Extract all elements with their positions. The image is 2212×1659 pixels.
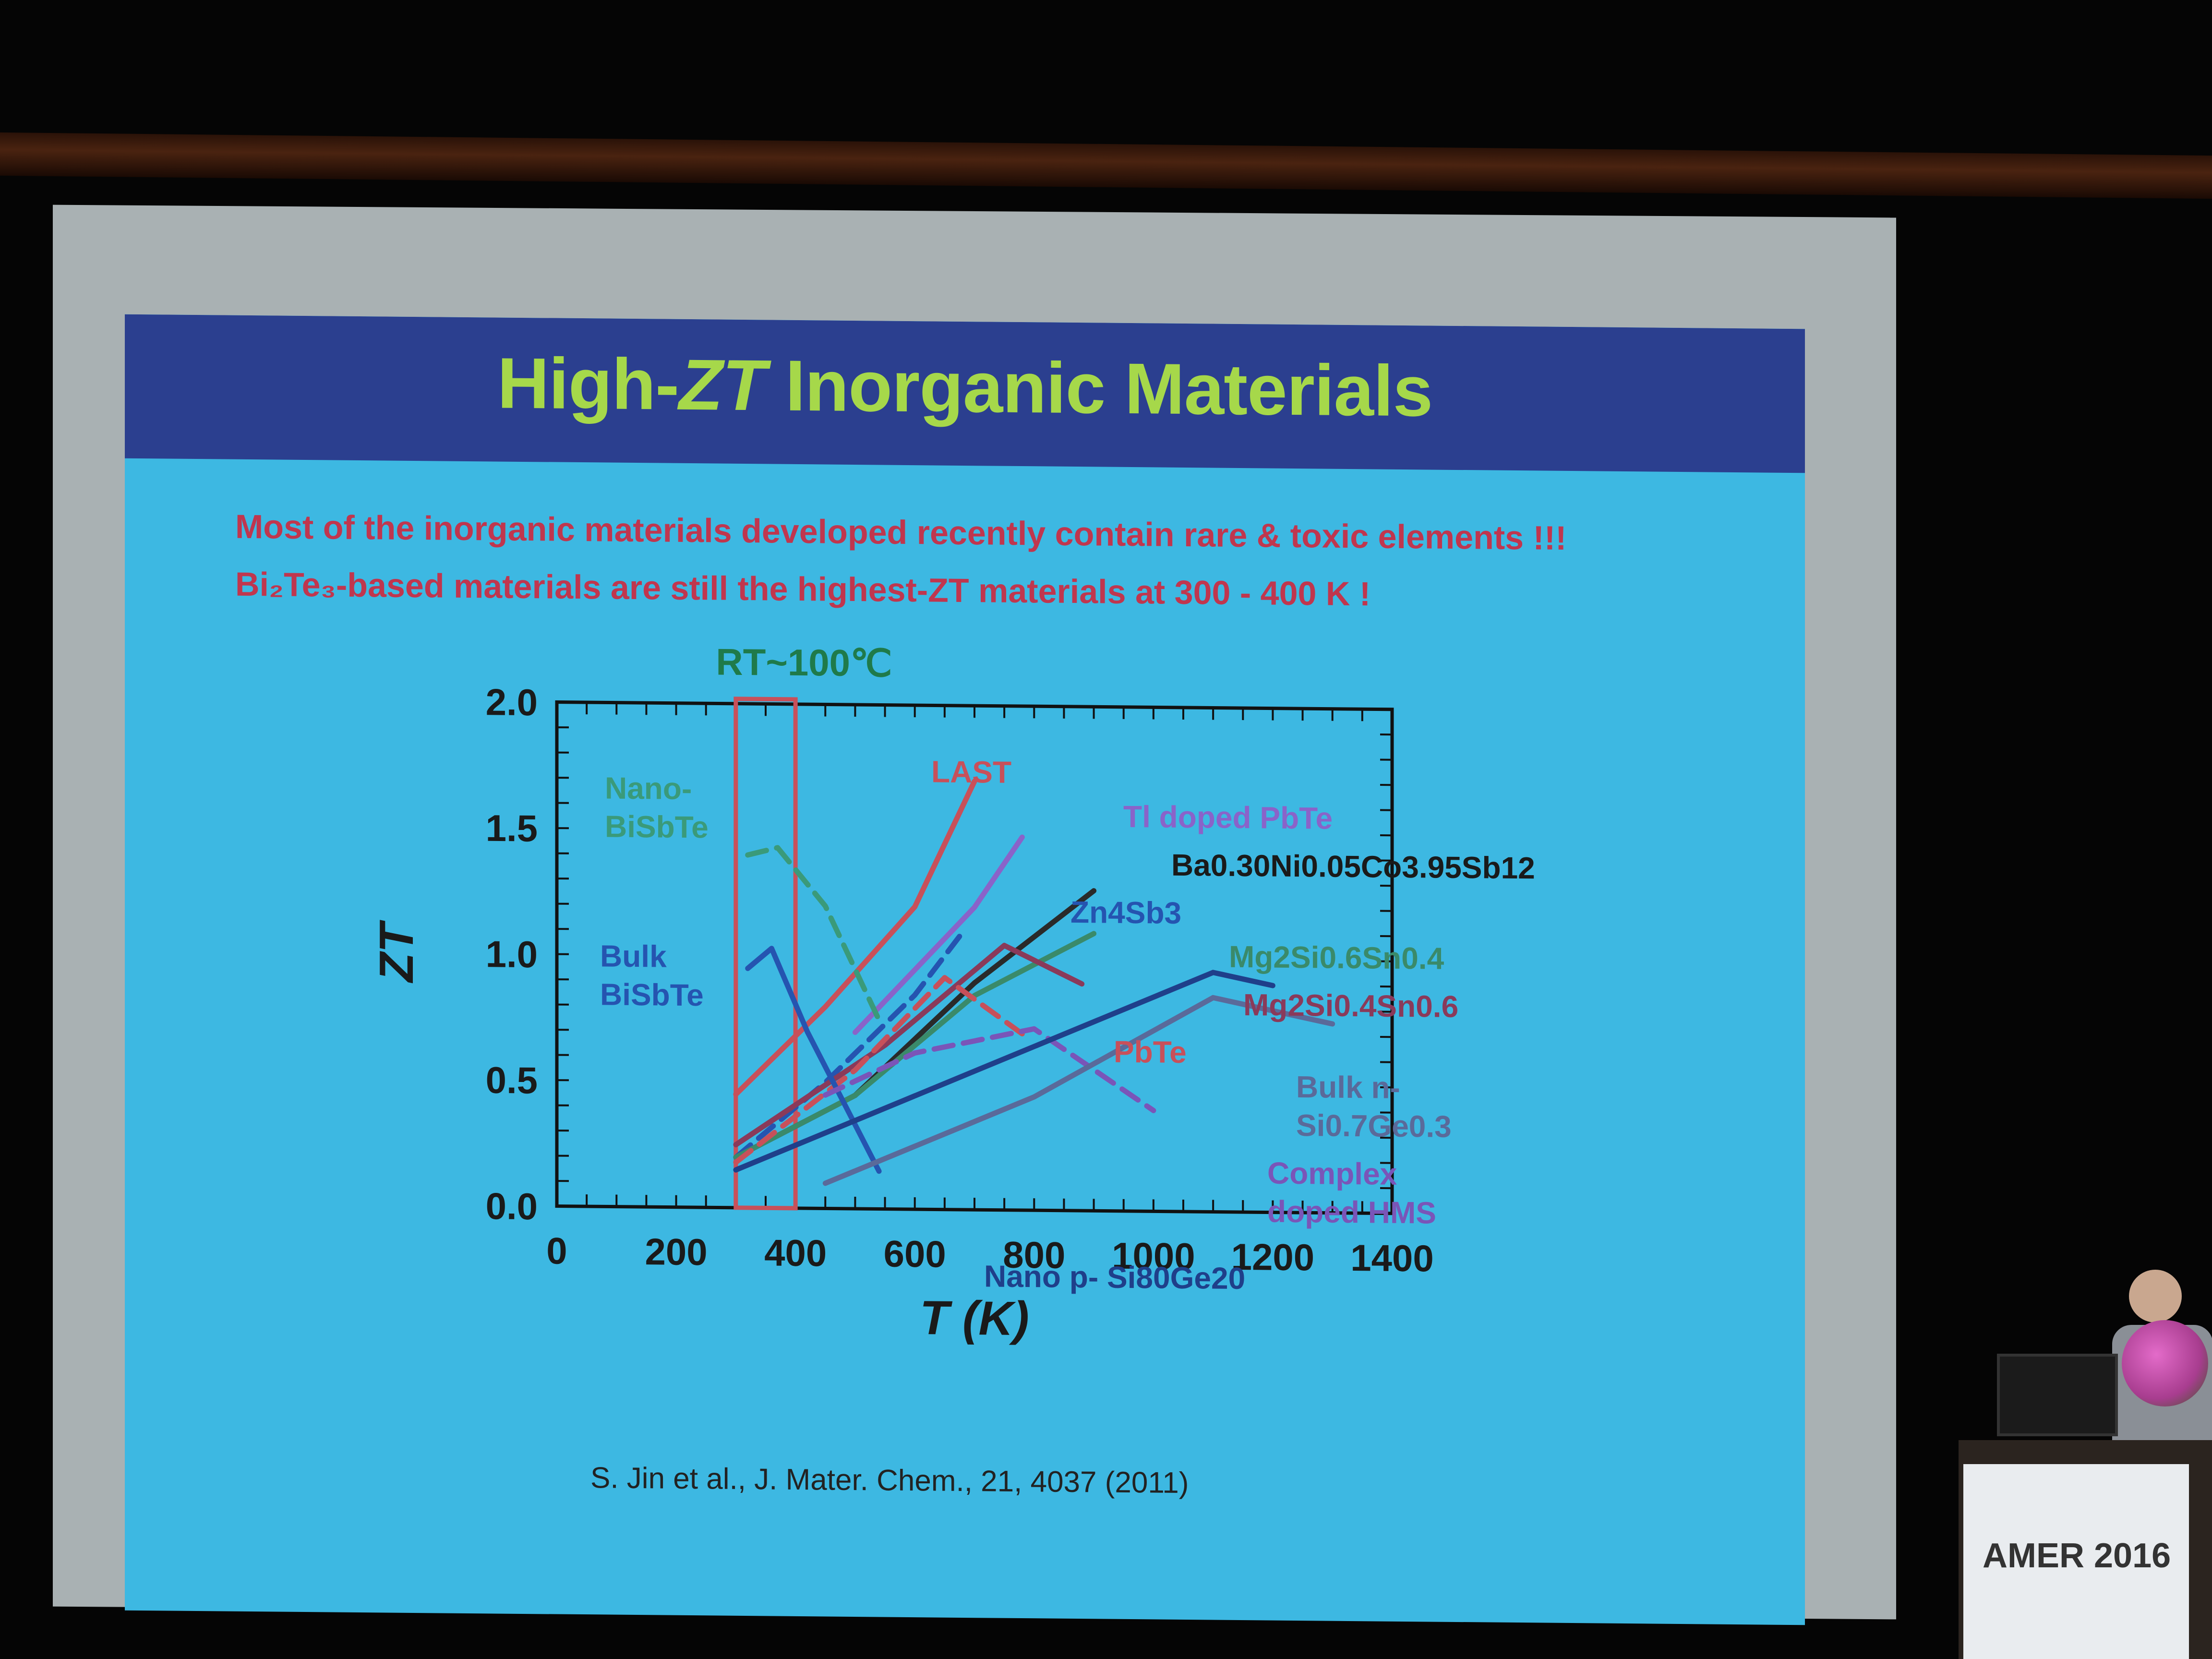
x-tick-label: 1400 xyxy=(1350,1237,1434,1280)
series-annotation: Bulk n- xyxy=(1296,1070,1400,1105)
y-tick-label: 1.5 xyxy=(486,807,538,850)
slide-line-2: Bi₂Te₃-based materials are still the hig… xyxy=(235,565,1371,613)
series-line xyxy=(733,929,965,1160)
y-axis-label: ZT xyxy=(370,919,423,984)
series-annotation: BiSbTe xyxy=(600,977,704,1012)
x-tick-label: 1200 xyxy=(1231,1236,1315,1279)
slide: High-ZT Inorganic Materials Most of the … xyxy=(125,314,1805,1625)
series-annotation: Nano- xyxy=(605,770,692,806)
x-tick-label: 400 xyxy=(764,1231,827,1274)
series-annotation: doped HMS xyxy=(1267,1194,1436,1230)
series-line xyxy=(733,943,1085,1148)
series-line xyxy=(733,970,1275,1173)
series-annotation: PbTe xyxy=(1114,1034,1187,1070)
series-annotation: Nano p- Si80Ge20 xyxy=(984,1259,1245,1296)
series-annotation: Zn4Sb3 xyxy=(1070,895,1181,930)
slide-title: High-ZT Inorganic Materials xyxy=(125,338,1805,436)
series-annotation: LAST xyxy=(931,754,1011,789)
series-annotation: Si0.7Ge0.3 xyxy=(1296,1108,1452,1144)
x-tick-label: 1000 xyxy=(1112,1235,1195,1278)
y-tick-label: 2.0 xyxy=(486,681,538,723)
x-tick-label: 0 xyxy=(546,1229,567,1272)
series-annotation: Bulk xyxy=(600,938,667,974)
series-annotation: Mg2Si0.6Sn0.4 xyxy=(1229,939,1444,976)
podium-sign-text: AMER 2016 xyxy=(1983,1537,2171,1575)
x-axis-label: T (K) xyxy=(920,1291,1029,1346)
series-line xyxy=(852,834,1025,1035)
series-line xyxy=(822,995,1335,1186)
series-annotation: Mg2Si0.4Sn0.6 xyxy=(1243,987,1458,1024)
series-annotation: Complex xyxy=(1267,1155,1397,1191)
citation: S. Jin et al., J. Mater. Chem., 21, 4037… xyxy=(590,1461,1189,1500)
title-italic: ZT xyxy=(679,344,766,426)
series-annotation: BiSbTe xyxy=(605,809,709,844)
x-tick-label: 200 xyxy=(645,1230,708,1273)
series-line xyxy=(733,931,1097,1160)
slide-line-1: Most of the inorganic materials develope… xyxy=(235,507,1567,557)
x-tick-label: 800 xyxy=(1003,1234,1065,1276)
series-line xyxy=(745,845,882,1023)
zt-chart: 0 200 400 600 800 1000 1200 1400 0.0 0.5 1.0 1.5 2.0… xyxy=(370,641,1535,1346)
highlight-label: RT~100℃ xyxy=(716,641,892,685)
y-tick-label: 1.0 xyxy=(486,933,538,975)
title-suffix: Inorganic Materials xyxy=(766,345,1433,432)
stage-curtain xyxy=(0,132,2212,199)
series-annotation: Ba0.30Ni0.05Co3.95Sb12 xyxy=(1171,848,1535,886)
podium-sign xyxy=(1963,1464,2189,1659)
series-line xyxy=(733,975,1025,1165)
series-line xyxy=(745,946,882,1174)
series-annotation: Tl doped PbTe xyxy=(1123,799,1333,836)
series-line xyxy=(733,779,977,1097)
y-tick-label: 0.0 xyxy=(486,1185,538,1227)
title-prefix: High- xyxy=(497,342,679,425)
x-tick-label: 600 xyxy=(884,1233,946,1275)
y-tick-label: 0.5 xyxy=(486,1059,538,1102)
laptop-screen xyxy=(1997,1354,2118,1436)
flower-bouquet xyxy=(2122,1320,2208,1407)
highlight-box xyxy=(733,697,798,1211)
series-line xyxy=(822,1026,1156,1113)
